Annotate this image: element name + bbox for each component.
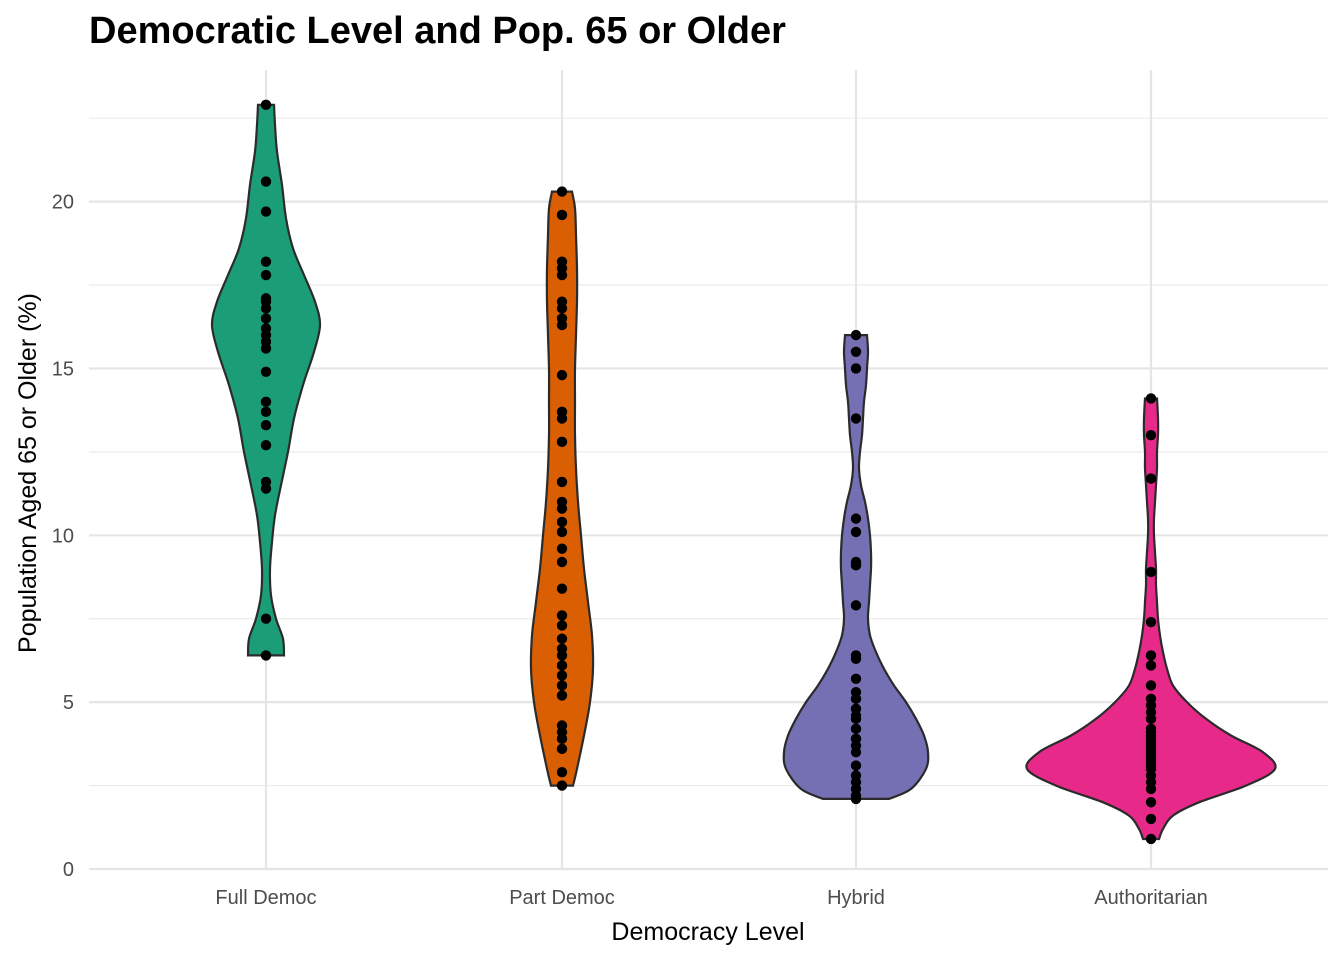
y-tick-label: 5 — [63, 692, 74, 714]
data-point — [850, 770, 862, 781]
data-point — [556, 526, 568, 538]
data-point — [260, 99, 272, 111]
data-point — [850, 723, 862, 735]
data-point — [556, 476, 568, 488]
chart-title: Democratic Level and Pop. 65 or Older — [89, 10, 786, 52]
data-point — [556, 633, 568, 644]
point-layer — [260, 99, 1157, 845]
data-point — [556, 406, 568, 418]
data-point — [556, 209, 568, 221]
data-point — [850, 733, 862, 745]
data-point — [850, 760, 862, 771]
data-point — [260, 419, 272, 431]
y-tick-label: 15 — [52, 358, 74, 380]
data-point — [260, 176, 272, 187]
data-point — [1145, 797, 1157, 808]
y-tick-label: 10 — [52, 525, 74, 547]
violin-part-democ — [529, 190, 595, 787]
x-tick-label: Full Democ — [215, 887, 316, 909]
data-point — [556, 643, 568, 654]
x-tick-label: Authoritarian — [1094, 887, 1207, 909]
x-tick-label: Part Democ — [509, 887, 615, 909]
data-point — [556, 767, 568, 778]
data-point — [260, 269, 272, 281]
data-point — [556, 496, 568, 508]
data-point — [260, 293, 272, 304]
data-point — [260, 256, 272, 267]
data-point — [556, 436, 568, 448]
data-point — [850, 673, 862, 684]
data-point — [850, 556, 862, 568]
data-point — [1145, 680, 1157, 691]
x-tick-label: Hybrid — [827, 887, 885, 909]
data-point — [556, 583, 568, 594]
data-point — [260, 323, 272, 334]
data-point — [1145, 813, 1157, 825]
data-point — [1145, 723, 1157, 735]
data-point — [556, 660, 568, 671]
data-point — [850, 526, 862, 538]
data-point — [850, 413, 862, 424]
data-point — [850, 363, 862, 374]
data-point — [556, 720, 568, 731]
data-point — [556, 670, 568, 681]
data-point — [556, 516, 568, 528]
data-point — [1145, 650, 1157, 661]
x-axis-title: Democracy Level — [611, 918, 804, 946]
data-point — [260, 366, 272, 377]
data-point — [850, 650, 862, 661]
data-point — [260, 613, 272, 624]
data-point — [556, 780, 568, 791]
data-point — [850, 600, 862, 611]
data-point — [556, 610, 568, 621]
data-point — [1145, 429, 1157, 441]
data-point — [556, 256, 568, 267]
data-point — [556, 680, 568, 691]
data-point — [1145, 393, 1157, 404]
data-point — [556, 313, 568, 324]
data-point — [260, 313, 272, 324]
data-point — [260, 650, 272, 661]
data-point — [556, 543, 568, 554]
data-point — [850, 686, 862, 698]
x-axis-ticks: Full Democ Part Democ Hybrid Authoritarian — [215, 887, 1207, 909]
data-point — [1145, 660, 1157, 671]
data-point — [850, 346, 862, 357]
data-point — [1145, 566, 1157, 578]
data-point — [556, 690, 568, 701]
data-point — [556, 743, 568, 755]
data-point — [260, 406, 272, 418]
data-point — [1145, 473, 1157, 484]
data-point — [556, 620, 568, 631]
data-point — [260, 396, 272, 408]
data-point — [1145, 833, 1157, 845]
y-axis-title: Population Aged 65 or Older (%) — [14, 293, 42, 653]
data-point — [556, 556, 568, 568]
data-point — [556, 186, 568, 197]
data-point — [260, 476, 272, 488]
y-tick-label: 20 — [52, 192, 74, 214]
y-axis-ticks: 0 5 10 15 20 — [52, 192, 74, 881]
data-point — [260, 206, 272, 217]
data-point — [556, 369, 568, 381]
data-point — [1145, 616, 1157, 628]
data-point — [260, 440, 272, 451]
data-point — [850, 329, 862, 341]
y-tick-label: 0 — [63, 859, 74, 881]
data-point — [850, 703, 862, 715]
data-point — [1145, 693, 1157, 705]
data-point — [556, 296, 568, 307]
data-point — [850, 513, 862, 524]
violin-layer — [210, 103, 1277, 841]
violin-full-democ — [210, 103, 322, 657]
